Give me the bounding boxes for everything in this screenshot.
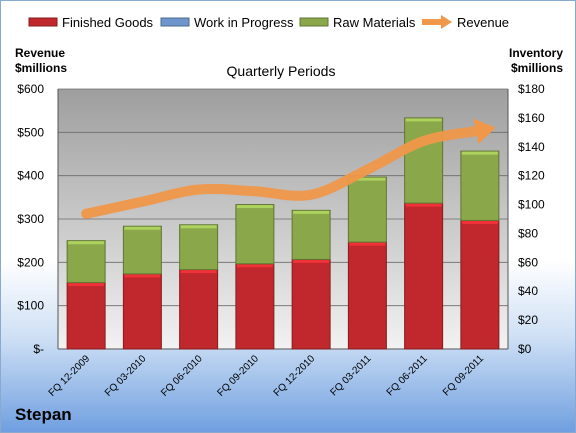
right-tick-label: $180 [518,82,545,96]
right-tick-label: $40 [518,284,538,298]
left-tick-label: $500 [17,125,44,139]
right-tick-label: $140 [518,140,545,154]
right-axis-title-line2: $millions [511,61,563,75]
bar-segment-highlight [461,220,498,224]
right-tick-label: $20 [518,313,538,327]
bar-segment-highlight [349,242,386,246]
bar-segment [66,282,106,350]
legend-label: Raw Materials [333,15,416,30]
bar-segment [122,273,162,350]
x-tick-label: FQ 09-2011 [441,353,486,398]
bar-segment [122,225,162,275]
bar-segment-highlight [405,203,442,207]
legend-swatch [160,17,190,27]
left-tick-label: $600 [17,82,44,96]
bar-segment [235,263,275,350]
chart-title: Quarterly Periods [227,63,336,79]
bar-segment-highlight [124,274,161,278]
right-tick-label: $80 [518,226,538,240]
legend-label: Work in Progress [194,15,294,30]
x-tick-label: FQ 06-2011 [385,353,430,398]
left-axis-title-line1: Revenue [15,46,65,60]
bar-segment-highlight [68,241,105,245]
legend-label: Finished Goods [62,15,154,30]
legend-swatch [28,17,58,27]
x-tick-label: FQ 03-2011 [329,353,374,398]
right-tick-label: $100 [518,198,545,212]
x-tick-label: FQ 12-2010 [272,353,318,399]
bar-segment [66,240,106,284]
right-axis-title-line1: Inventory [509,46,563,60]
bar-segment-highlight [405,118,442,122]
x-tick-label: FQ 12-2009 [47,353,93,399]
left-tick-label: $300 [17,212,44,226]
bar-segment [179,224,219,271]
bar-segment [291,258,331,350]
bar-segment-highlight [349,177,386,181]
company-name: Stepan [15,405,72,424]
left-tick-label: $200 [17,255,44,269]
bar-segment-highlight [124,226,161,230]
bar-segment-highlight [461,151,498,155]
bar-segment [404,117,444,204]
revenue-arrowhead [473,118,496,145]
left-tick-label: $100 [17,299,44,313]
bar-segment-highlight [68,283,105,287]
bar-segment [291,209,331,260]
bar-segment [179,269,219,350]
bar-segment [235,204,275,265]
bar-segment [404,202,444,350]
bar-segment-highlight [236,264,273,268]
left-axis-title-line2: $millions [15,61,67,75]
right-tick-label: $0 [518,342,532,356]
bar-segment [460,219,500,350]
x-tick-label: FQ 09-2010 [215,353,261,399]
right-tick-label: $160 [518,111,545,125]
x-tick-label: FQ 03-2010 [103,353,149,399]
legend-label: Revenue [457,15,509,30]
bar-segment-highlight [180,225,217,229]
bar-segment-highlight [293,259,330,263]
left-tick-label: $400 [17,169,44,183]
bar-segment-highlight [180,270,217,274]
x-tick-label: FQ 06-2010 [159,353,205,399]
revenue-line [81,125,485,219]
right-tick-label: $120 [518,169,545,183]
bar-segment-highlight [293,210,330,214]
bar-segment [460,150,500,221]
right-tick-label: $60 [518,255,538,269]
bar-segment [347,241,387,350]
legend-swatch [299,17,329,27]
legend-arrow-swatch [441,15,452,29]
bar-segment-highlight [236,205,273,209]
bar-segment [347,176,387,243]
left-tick-label: $- [33,342,44,356]
